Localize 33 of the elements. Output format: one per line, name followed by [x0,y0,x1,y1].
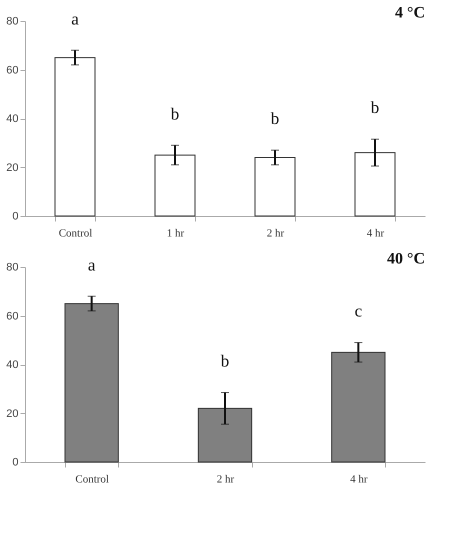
x-tick-label: 2 hr [216,474,235,486]
annotation: b [270,109,280,128]
y-tick-label: 80 [6,16,18,28]
y-tick-label: 80 [6,262,18,274]
bar [354,152,396,216]
x-tick-label: 1 hr [166,228,185,240]
chart-title: 40 °C [387,250,425,268]
bar [54,57,96,216]
y-tick-label: 40 [6,359,18,371]
annotation: a [71,9,80,28]
annotation: c [354,302,363,321]
x-tick-label: 4 hr [350,474,368,486]
y-tick-label: 60 [6,64,18,76]
bar [254,157,296,216]
x-tick-label: Control [58,228,92,240]
bar [331,352,386,462]
annotation: b [170,104,180,124]
y-tick-label: 0 [12,456,18,468]
x-tick-label: 4 hr [366,228,385,240]
y-tick-label: 40 [6,113,18,125]
bar [64,303,119,462]
bar [198,408,252,462]
y-tick-label: 0 [12,210,18,222]
y-tick-label: 20 [6,162,18,174]
chart-title: 4 °C [395,4,425,22]
annotation: b [220,352,230,371]
annotation: a [88,255,96,274]
x-tick-label: 2 hr [266,228,285,240]
x-tick-label: Control [75,474,109,486]
annotation: b [370,98,380,118]
y-tick-label: 60 [6,310,18,322]
bar [154,154,196,216]
y-tick-label: 20 [6,408,18,420]
